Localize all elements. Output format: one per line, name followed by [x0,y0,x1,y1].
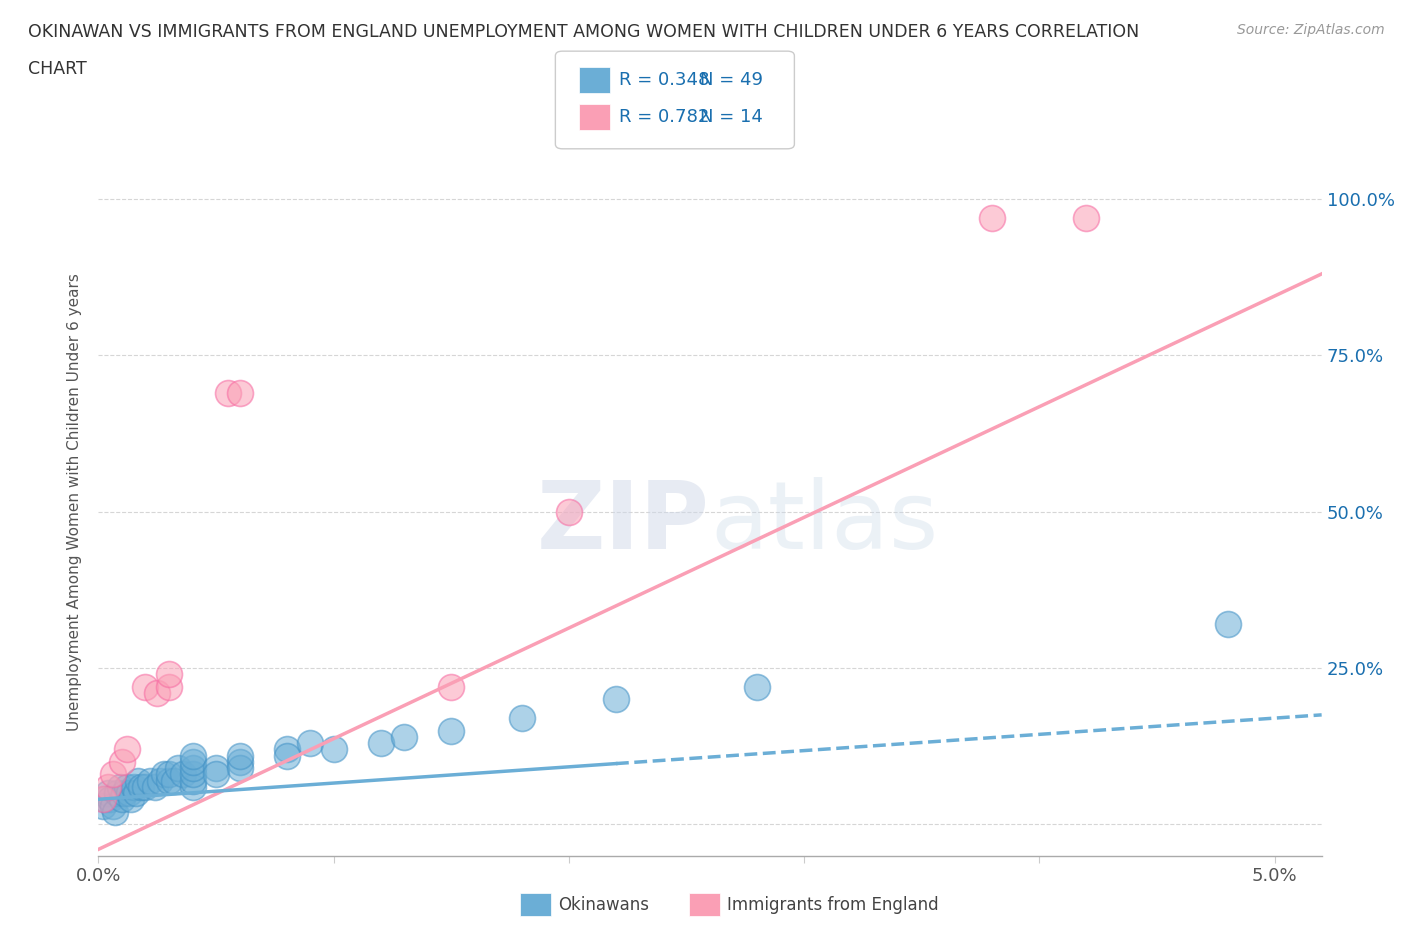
Point [108,779,131,794]
Point [440,679,463,694]
Point [143,779,166,794]
Y-axis label: Unemployment Among Women with Children Under 6 years: Unemployment Among Women with Children U… [67,273,83,731]
Point [181,754,204,769]
Point [172,767,194,782]
Point [91,791,114,806]
Point [91,798,114,813]
Point [105,786,128,801]
Point [181,761,204,776]
Text: N = 49: N = 49 [700,71,763,89]
Point [322,742,344,757]
Point [122,779,145,794]
Point [127,773,149,788]
Point [276,742,298,757]
Point [440,723,463,737]
Text: ZIP: ZIP [537,477,710,569]
Point [118,786,141,801]
Point [510,711,533,725]
Text: Okinawans: Okinawans [558,896,650,914]
Point [157,667,180,682]
Point [228,761,250,776]
Point [745,679,768,694]
Text: Immigrants from England: Immigrants from England [727,896,939,914]
Point [101,767,124,782]
Point [205,761,228,776]
Point [146,685,169,700]
Point [228,385,250,400]
Point [120,791,142,806]
Point [228,754,250,769]
Point [139,773,162,788]
Text: OKINAWAN VS IMMIGRANTS FROM ENGLAND UNEMPLOYMENT AMONG WOMEN WITH CHILDREN UNDER: OKINAWAN VS IMMIGRANTS FROM ENGLAND UNEM… [28,23,1139,41]
Point [181,767,204,782]
Point [112,786,135,801]
Point [181,748,204,763]
Point [163,773,186,788]
Point [1076,210,1098,225]
Point [129,779,152,794]
Point [97,786,120,801]
Point [157,767,180,782]
Point [101,798,124,813]
Point [205,767,228,782]
Point [276,748,298,763]
Point [115,779,138,794]
Point [94,791,117,806]
Text: CHART: CHART [28,60,87,78]
Point [299,736,322,751]
Point [1216,617,1239,631]
Point [981,210,1004,225]
Point [217,385,239,400]
Point [134,679,156,694]
Point [97,779,120,794]
Text: N = 14: N = 14 [700,108,763,126]
Point [125,786,148,801]
Point [115,742,138,757]
Point [370,736,392,751]
Point [104,804,127,819]
Point [149,773,172,788]
Point [111,754,134,769]
Text: R = 0.782: R = 0.782 [619,108,709,126]
Point [392,729,416,744]
Text: atlas: atlas [710,477,938,569]
Point [157,679,180,694]
Point [181,779,204,794]
Point [181,773,204,788]
Point [157,773,180,788]
Point [605,692,627,707]
Point [134,779,156,794]
Point [167,761,190,776]
Point [111,791,134,806]
Point [153,767,176,782]
Text: R = 0.348: R = 0.348 [619,71,709,89]
Text: Source: ZipAtlas.com: Source: ZipAtlas.com [1237,23,1385,37]
Point [228,748,250,763]
Point [98,791,121,806]
Point [558,504,581,519]
